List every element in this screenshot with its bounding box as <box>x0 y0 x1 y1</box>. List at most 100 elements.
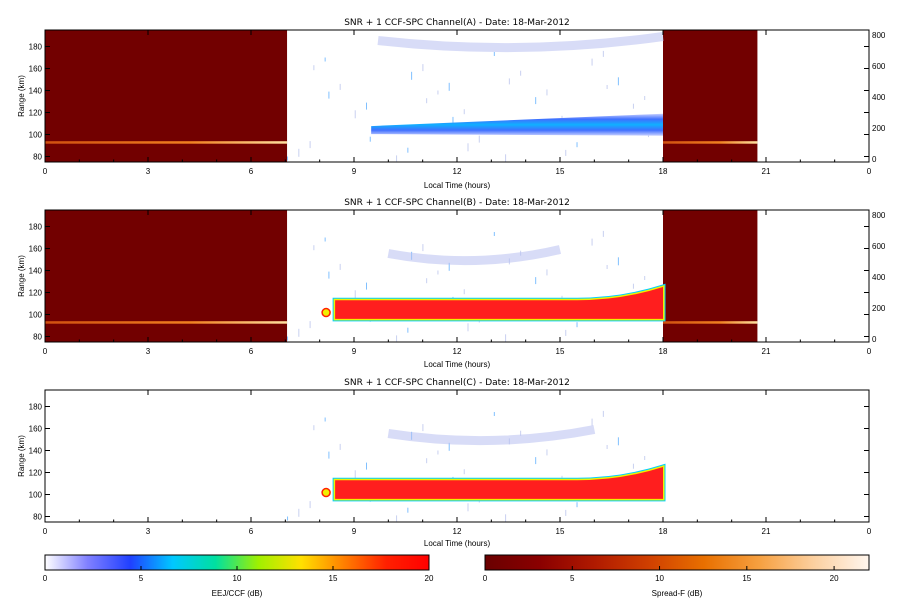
panel-b-ytick-label: 140 <box>29 267 43 276</box>
panel-c-noise-mark <box>365 462 367 470</box>
panel-a-noise-mark <box>324 57 326 62</box>
panel-b-noise-mark <box>535 277 537 285</box>
panel-a: SNR + 1 CCF-SPC Channel(A) - Date: 18-Ma… <box>17 18 886 190</box>
panel-b-xtick-label: 21 <box>762 347 771 356</box>
panel-a-noise-mark <box>313 65 315 71</box>
panel-a-noise-mark <box>606 85 608 89</box>
panel-c-axes-frame <box>44 389 870 523</box>
panel-a-noise-mark <box>426 98 428 104</box>
panel-b-noise-mark <box>576 322 578 328</box>
panel-c-noise-mark <box>396 515 398 522</box>
panel-b-noise-mark <box>617 257 619 266</box>
panel-b-ytick-label: 120 <box>29 289 43 298</box>
panel-a-noise-mark <box>591 58 593 66</box>
panel-c-noise-mark <box>309 501 311 509</box>
panel-a-xtick-label: 0 <box>867 167 872 176</box>
panel-b-upper-echo <box>387 245 562 266</box>
panel-b-xtick-label: 6 <box>249 347 254 356</box>
panel-b-right-ytick-label: 800 <box>872 211 886 220</box>
panel-a-noise-mark <box>448 82 450 91</box>
panel-b-noise-mark <box>309 321 311 329</box>
panel-c-noise-mark <box>632 463 634 469</box>
panel-a-ytick-label: 80 <box>33 153 42 162</box>
panel-a-upper-echo <box>377 32 664 53</box>
panel-c-noise-mark <box>467 503 469 512</box>
panel-b-noise-mark <box>606 265 608 269</box>
panel-b-ytick-label: 180 <box>29 223 43 232</box>
panel-b-noise-mark <box>287 336 289 341</box>
colorbar-eej-label: EEJ/CCF (dB) <box>212 589 263 598</box>
panel-a-noise-mark <box>535 97 537 105</box>
panel-c-ytick-label: 100 <box>29 491 43 500</box>
panel-c-noise-mark <box>407 507 409 513</box>
panel-a-noise-mark <box>452 116 454 123</box>
panel-b-noise-mark <box>339 263 341 270</box>
panel-c-ytick-label: 140 <box>29 447 43 456</box>
panel-a-right-ytick-label: 800 <box>872 31 886 40</box>
panel-a-noise-mark <box>467 143 469 152</box>
panel-b-ytick-label: 80 <box>33 333 42 342</box>
panel-c-xtick-label: 12 <box>453 527 462 536</box>
panel-c-eej-layer <box>335 467 663 499</box>
panel-b-night-block <box>663 210 758 342</box>
panel-a-xtick-label: 0 <box>43 167 48 176</box>
panel-c-ylabel: Range (km) <box>17 435 26 477</box>
panel-c-eej-onset-blob <box>321 487 331 498</box>
panel-b-noise-mark <box>324 237 326 242</box>
panel-a-noise-mark <box>576 142 578 148</box>
panel-c-noise-mark <box>591 418 593 426</box>
panel-c-upper-echo <box>387 425 596 446</box>
colorbar-tick-label: 20 <box>425 574 434 583</box>
panel-c-noise-mark <box>422 424 424 432</box>
panel-a-night-echo-line <box>45 141 288 144</box>
panel-c-ytick-label: 120 <box>29 469 43 478</box>
panel-a-xtick-label: 18 <box>659 167 668 176</box>
panel-c-noise-mark <box>328 451 330 459</box>
panel-b-noise-mark <box>396 335 398 342</box>
colorbar-tick-label: 0 <box>43 574 48 583</box>
panel-a-noise-mark <box>354 110 356 119</box>
panel-a-noise-mark <box>309 141 311 149</box>
panel-b-xtick-label: 15 <box>556 347 565 356</box>
panel-c-noise-mark <box>287 516 289 521</box>
panel-a-noise-mark <box>369 136 371 142</box>
panel-b-noise-mark <box>298 328 300 337</box>
panel-a-noise-mark <box>339 83 341 90</box>
panel-c-noise-mark <box>324 417 326 422</box>
panel-b-right-ytick-label: 400 <box>872 273 886 282</box>
colorbar-tick-label: 5 <box>570 574 575 583</box>
panel-b-noise-mark <box>354 290 356 299</box>
panel-a-noise-mark <box>396 155 398 162</box>
panel-a-ytick-label: 180 <box>29 43 43 52</box>
panel-b-xtick-label: 9 <box>352 347 357 356</box>
panel-c-ytick-label: 180 <box>29 403 43 412</box>
panel-a-noise-mark <box>328 91 330 99</box>
panel-b-right-ytick-label: 200 <box>872 304 886 313</box>
panel-b-noise-mark <box>365 282 367 290</box>
panel-c-xtick-label: 0 <box>43 527 48 536</box>
colorbar-tick-label: 10 <box>655 574 664 583</box>
colorbar-eej: EEJ/CCF (dB) 0 5 10 15 20 <box>43 554 434 598</box>
panel-a-noise-mark <box>602 50 604 57</box>
panel-c-noise-mark <box>535 457 537 465</box>
panel-c-noise-mark <box>505 514 507 523</box>
panel-a-xtick-label: 12 <box>453 167 462 176</box>
panel-c-xtick-label: 9 <box>352 527 357 536</box>
panel-b-title: SNR + 1 CCF-SPC Channel(B) - Date: 18-Ma… <box>344 198 570 208</box>
panel-a-xtick-label: 6 <box>249 167 254 176</box>
panel-b-noise-mark <box>644 276 646 280</box>
panel-c-noise-mark <box>448 442 450 451</box>
panel-b-noise-mark <box>463 289 465 295</box>
panel-b: SNR + 1 CCF-SPC Channel(B) - Date: 18-Ma… <box>17 198 886 369</box>
panel-b-plot: 0 3 6 9 12 15 18 21 0801001201401601800200400600… <box>29 209 886 356</box>
panel-a-noise-mark <box>493 52 495 56</box>
panel-a-ytick-label: 120 <box>29 109 43 118</box>
panel-c-noise-mark <box>546 449 548 456</box>
panel-a-xtick-label: 3 <box>146 167 151 176</box>
panel-b-right-ytick-label: 0 <box>872 335 877 344</box>
panel-b-noise-mark <box>546 269 548 276</box>
panel-a-xtick-label: 15 <box>556 167 565 176</box>
colorbar-spread-f-label: Spread-F (dB) <box>652 589 703 598</box>
panel-b-noise-mark <box>493 232 495 236</box>
